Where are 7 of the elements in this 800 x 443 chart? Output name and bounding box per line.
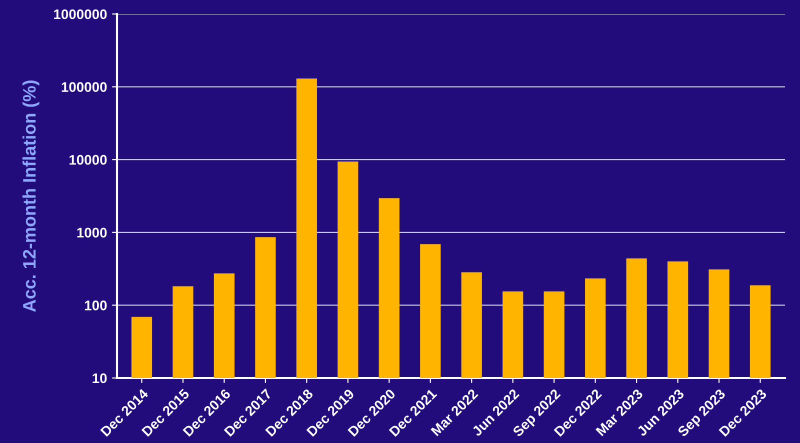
y-tick-label: 1000000	[54, 9, 107, 20]
y-axis-title: Acc. 12-month Inflation (%)	[22, 80, 40, 312]
y-tick-label: 10	[92, 373, 107, 384]
y-tick-label: 1000	[77, 228, 107, 238]
y-tick-label: 10000	[70, 154, 107, 165]
y-tick-label: 100	[84, 300, 107, 310]
y-tick-label: 100000	[62, 82, 107, 92]
